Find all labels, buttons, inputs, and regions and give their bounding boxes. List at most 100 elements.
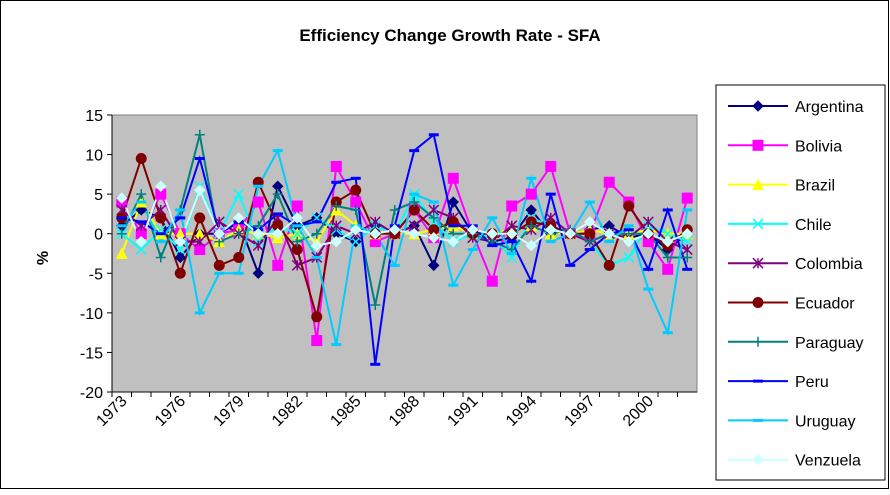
data-point [350,204,361,215]
data-point [194,129,205,140]
data-point [545,160,557,172]
legend-label: Chile [795,217,832,234]
data-point [603,176,615,188]
data-point [272,228,284,240]
data-point [682,252,693,263]
data-point [311,239,323,252]
legend-label: Argentina [795,99,864,116]
data-point [136,189,147,200]
data-point [213,216,225,228]
data-point [330,160,342,172]
data-point [233,212,245,224]
data-point [428,231,440,244]
data-point [213,228,225,240]
data-point [155,180,167,192]
data-point [330,220,342,232]
data-point [350,184,362,196]
data-point [584,216,596,228]
legend-marker [752,178,764,191]
data-point [233,228,244,239]
series-line [120,147,689,345]
data-point [662,235,674,248]
data-point [642,228,654,240]
data-point [272,259,284,271]
legend-marker [752,218,764,230]
data-point [116,228,127,239]
data-point [428,212,439,223]
data-point [116,192,128,204]
legend-label: Uruguay [795,413,855,430]
data-point [135,244,147,256]
data-point [408,228,420,240]
data-point [174,244,186,256]
legend-marker [752,139,764,151]
y-tick-label: -5 [89,266,103,283]
y-tick-label: 15 [85,108,103,125]
legend-label: Ecuador [795,296,855,313]
chart-title: Efficiency Change Growth Rate - SFA [299,26,600,45]
data-point [428,259,440,272]
data-point [642,216,654,228]
data-point [252,228,264,240]
data-point [252,196,264,208]
data-point [272,189,283,200]
data-point [506,200,518,212]
data-point [311,335,323,347]
data-point [506,228,518,240]
data-point [447,196,459,208]
data-point [291,228,303,240]
legend-label: Colombia [795,256,863,273]
data-point [603,228,615,240]
legend-label: Peru [795,374,829,391]
legend-marker [752,257,764,269]
data-point [369,228,381,240]
data-point [662,228,674,240]
legend-marker [753,336,763,347]
y-tick-label: 5 [94,187,103,204]
y-axis-label: % [35,251,52,265]
legend-label: Venzuela [795,453,861,470]
legend-marker [752,453,764,466]
legend [715,84,886,481]
data-point [486,228,498,240]
data-point [486,275,498,287]
data-point [213,259,225,271]
data-point [291,259,303,271]
data-point [194,236,206,248]
data-point [389,224,401,236]
data-point [545,224,557,236]
data-point [350,224,362,236]
data-point [370,299,381,310]
data-point [252,240,264,252]
data-point [155,212,167,224]
data-point [467,224,479,236]
data-point [447,235,459,248]
data-point [292,236,303,247]
series-line [121,132,689,365]
y-tick-label: -20 [80,385,103,402]
data-point [409,197,420,208]
data-point [681,192,693,204]
data-point [194,184,206,196]
data-point [584,236,595,247]
data-point [662,252,673,263]
y-tick-label: 10 [85,148,103,165]
data-point [311,228,322,239]
data-point [291,200,303,212]
data-point [194,212,206,224]
data-point [681,228,693,240]
data-point [525,188,537,200]
y-tick-label: -10 [80,306,103,323]
data-point [623,251,635,263]
y-tick-label: -15 [80,345,103,362]
data-point [233,251,245,263]
data-point [330,235,342,248]
data-point [603,259,615,271]
data-point [291,212,303,224]
data-point [311,311,323,323]
data-point [525,239,537,252]
data-point [447,172,459,184]
data-point [564,228,576,240]
data-point [389,204,400,215]
